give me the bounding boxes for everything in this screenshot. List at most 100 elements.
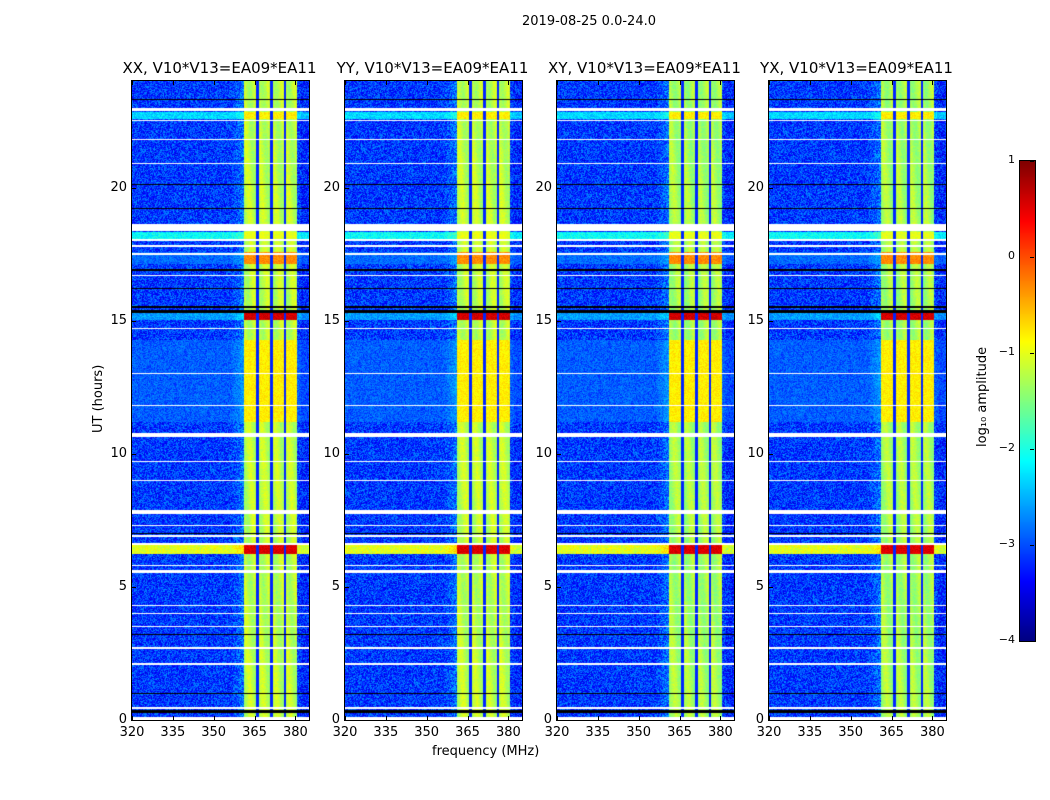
- colorbar-label: log₁₀ amplitude: [975, 346, 990, 447]
- x-tick-mark: [132, 81, 133, 85]
- x-tick-mark: [426, 716, 428, 720]
- colorbar-tick-mark: [1030, 641, 1034, 642]
- x-tick-label: 365: [242, 725, 267, 740]
- x-tick-mark: [508, 716, 510, 720]
- y-tick-label: 10: [110, 445, 127, 461]
- x-tick-mark: [295, 81, 297, 85]
- x-tick-label: 335: [160, 725, 186, 740]
- y-tick-mark: [132, 453, 136, 455]
- x-tick-label: 335: [797, 725, 823, 740]
- colorbar: [1019, 160, 1036, 642]
- x-tick-mark: [557, 716, 558, 720]
- colorbar-tick-label: −3: [998, 537, 1015, 550]
- x-tick-mark: [345, 716, 346, 720]
- x-tick-label: 365: [879, 725, 904, 740]
- x-tick-mark: [385, 81, 387, 85]
- y-tick-mark: [769, 320, 773, 322]
- heatmap-image: [345, 81, 522, 720]
- y-tick-mark: [769, 187, 773, 189]
- x-tick-label: 350: [201, 725, 227, 740]
- y-tick-label: 5: [755, 578, 764, 594]
- colorbar-tick-label: −4: [998, 633, 1015, 646]
- x-tick-mark: [508, 81, 510, 85]
- x-tick-label: 335: [373, 725, 399, 740]
- heatmap-panel: [768, 80, 947, 721]
- x-tick-label: 335: [585, 725, 611, 740]
- x-tick-label: 380: [707, 725, 733, 740]
- x-tick-label: 380: [919, 725, 945, 740]
- x-tick-mark: [426, 81, 428, 85]
- x-tick-mark: [891, 716, 893, 720]
- x-tick-mark: [254, 81, 256, 85]
- y-tick-label: 5: [118, 578, 127, 594]
- heatmap-image: [769, 81, 946, 720]
- x-axis-label: frequency (MHz): [432, 744, 540, 759]
- x-tick-mark: [557, 81, 558, 85]
- panel-title: XY, V10*V13=EA09*EA11: [548, 59, 741, 77]
- y-tick-label: 0: [118, 712, 127, 727]
- y-tick-mark: [132, 586, 136, 588]
- heatmap-panel: [344, 80, 523, 721]
- x-tick-mark: [385, 716, 387, 720]
- x-tick-mark: [932, 81, 934, 85]
- heatmap-image: [557, 81, 734, 720]
- y-tick-label: 0: [543, 712, 552, 727]
- x-tick-mark: [720, 716, 722, 720]
- y-tick-mark: [345, 720, 349, 721]
- x-tick-mark: [932, 716, 934, 720]
- y-tick-label: 15: [323, 312, 340, 328]
- y-tick-mark: [557, 453, 561, 455]
- x-tick-mark: [850, 81, 852, 85]
- y-tick-mark: [557, 720, 561, 721]
- y-tick-label: 0: [331, 712, 340, 727]
- x-tick-label: 365: [667, 725, 692, 740]
- y-tick-label: 0: [755, 712, 764, 727]
- y-tick-mark: [557, 320, 561, 322]
- x-tick-mark: [213, 81, 215, 85]
- x-tick-mark: [132, 716, 133, 720]
- x-tick-mark: [891, 81, 893, 85]
- x-tick-label: 365: [455, 725, 480, 740]
- y-tick-mark: [345, 586, 349, 588]
- y-tick-mark: [132, 320, 136, 322]
- x-tick-label: 350: [838, 725, 864, 740]
- x-tick-mark: [345, 81, 346, 85]
- y-tick-mark: [345, 453, 349, 455]
- y-tick-mark: [769, 720, 773, 721]
- x-tick-label: 350: [626, 725, 652, 740]
- colorbar-tick-mark: [1030, 545, 1034, 546]
- x-tick-label: 320: [332, 725, 358, 740]
- x-tick-mark: [467, 81, 469, 85]
- heatmap-image: [132, 81, 309, 720]
- y-tick-label: 15: [747, 312, 764, 328]
- heatmap-panel: [556, 80, 735, 721]
- x-tick-mark: [172, 716, 174, 720]
- y-tick-label: 10: [535, 445, 552, 461]
- heatmap-panel: [131, 80, 310, 721]
- y-tick-mark: [132, 720, 136, 721]
- y-tick-label: 20: [535, 179, 552, 195]
- colorbar-tick-mark: [1030, 353, 1034, 354]
- y-tick-mark: [345, 320, 349, 322]
- x-tick-mark: [769, 716, 770, 720]
- y-tick-label: 10: [323, 445, 340, 461]
- colorbar-tick-label: 0: [1008, 249, 1015, 262]
- y-tick-mark: [769, 453, 773, 455]
- y-tick-mark: [132, 187, 136, 189]
- x-tick-mark: [679, 81, 681, 85]
- x-tick-mark: [769, 81, 770, 85]
- y-tick-label: 15: [110, 312, 127, 328]
- x-tick-mark: [597, 81, 599, 85]
- y-tick-label: 20: [110, 179, 127, 195]
- figure-title: 2019-08-25 0.0-24.0: [522, 14, 656, 29]
- y-axis-label: UT (hours): [91, 364, 106, 433]
- y-tick-mark: [345, 187, 349, 189]
- panel-title: YX, V10*V13=EA09*EA11: [760, 59, 953, 77]
- x-tick-mark: [679, 716, 681, 720]
- y-tick-mark: [557, 586, 561, 588]
- x-tick-mark: [850, 716, 852, 720]
- panel-title: XX, V10*V13=EA09*EA11: [122, 59, 317, 77]
- y-tick-label: 5: [543, 578, 552, 594]
- y-tick-label: 15: [535, 312, 552, 328]
